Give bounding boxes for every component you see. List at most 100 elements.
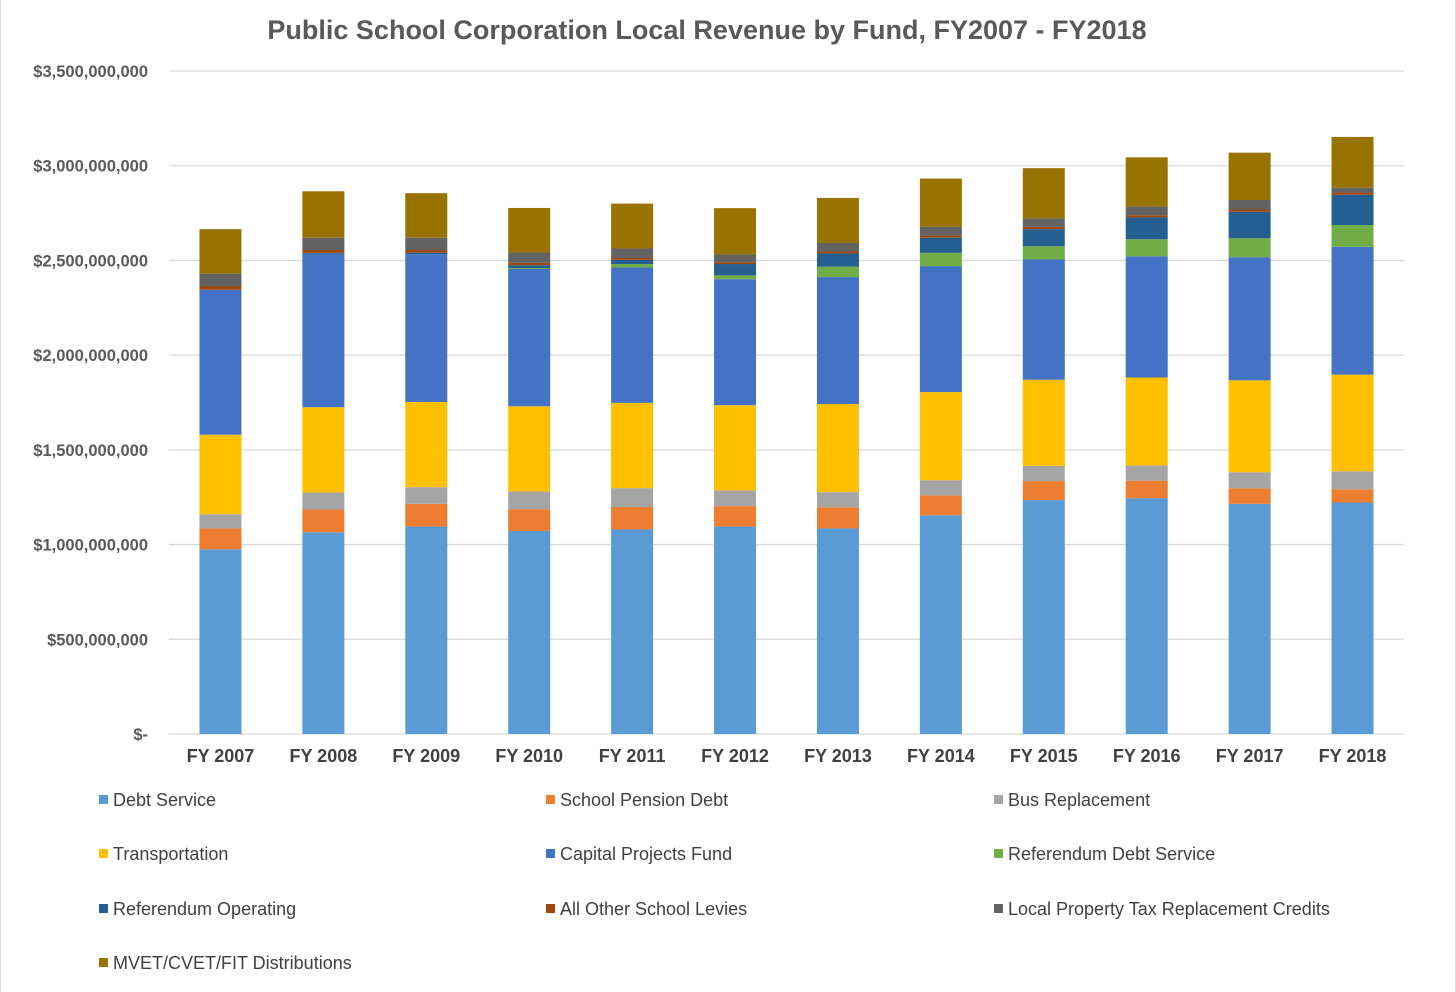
legend-label: Debt Service [113, 790, 216, 810]
bar-segment-capital-projects-fund [919, 266, 962, 393]
x-tick-label: FY 2016 [1113, 746, 1181, 766]
bar-segment-school-pension-debt [1125, 480, 1168, 499]
bar-segment-referendum-debt-service [1331, 225, 1374, 247]
legend-swatch [99, 904, 108, 913]
bar-segment-referendum-debt-service [816, 266, 859, 278]
x-tick-label: FY 2009 [392, 746, 460, 766]
legend-item-referendum-debt-service: Referendum Debt Service [994, 844, 1215, 864]
legend-swatch [546, 904, 555, 913]
legend-item-capital-projects-fund: Capital Projects Fund [546, 844, 732, 864]
bar-segment-capital-projects-fund [302, 253, 345, 408]
bar-segment-transportation [302, 407, 345, 493]
bar-segment-referendum-debt-service [508, 268, 551, 269]
bar-segment-all-other-school-levies [405, 250, 448, 253]
bar-stack-fy-2012 [714, 208, 757, 734]
bar-segment-mvet-cvet-fit-distributions [919, 178, 962, 227]
y-tick-label: $2,000,000,000 [33, 347, 148, 365]
bar-segment-transportation [714, 405, 757, 491]
y-tick-label: $3,500,000,000 [33, 63, 148, 81]
bar-segment-capital-projects-fund [1125, 256, 1168, 378]
bar-segment-transportation [405, 401, 448, 488]
bar-segment-debt-service [611, 529, 654, 734]
bar-segment-transportation [919, 392, 962, 481]
bar-stack-fy-2013 [816, 197, 859, 734]
bar-segment-transportation [1125, 377, 1168, 466]
legend-swatch [994, 849, 1003, 858]
bar-segment-debt-service [199, 549, 242, 734]
bar-segment-referendum-operating [405, 252, 448, 255]
bar-segment-mvet-cvet-fit-distributions [1331, 136, 1374, 188]
bar-segment-school-pension-debt [508, 509, 551, 531]
bar-segment-referendum-operating [611, 259, 654, 265]
legend-item-bus-replacement: Bus Replacement [994, 790, 1150, 810]
bar-segment-referendum-debt-service [714, 275, 757, 280]
bar-segment-mvet-cvet-fit-distributions [1022, 168, 1065, 219]
legend: Debt Service School Pension Debt Bus Repla… [99, 790, 1330, 973]
x-tick-label: FY 2007 [187, 746, 255, 766]
legend-label: Transportation [113, 844, 228, 864]
bar-segment-referendum-operating [508, 265, 551, 269]
bar-segment-school-pension-debt [199, 528, 242, 550]
bar-segment-bus-replacement [1331, 471, 1374, 490]
bar-segment-debt-service [1228, 503, 1271, 734]
legend-label: All Other School Levies [560, 899, 747, 919]
legend-label: Referendum Debt Service [1008, 844, 1215, 864]
bar-segment-all-other-school-levies [816, 251, 859, 254]
legend-item-local-property-tax-replacement-credits: Local Property Tax Replacement Credits [994, 899, 1330, 919]
bar-segment-all-other-school-levies [919, 235, 962, 238]
bar-stack-fy-2018 [1331, 136, 1374, 734]
bar-segment-capital-projects-fund [714, 279, 757, 406]
bar-segment-referendum-operating [1331, 194, 1374, 226]
y-tick-label: $500,000,000 [47, 631, 148, 649]
legend-label: Bus Replacement [1008, 790, 1150, 810]
legend-swatch [994, 904, 1003, 913]
x-tick-label: FY 2017 [1216, 746, 1284, 766]
bar-segment-capital-projects-fund [1022, 259, 1065, 380]
bar-segment-transportation [611, 402, 654, 489]
bar-segment-local-property-tax-replacement-credits [1022, 218, 1065, 227]
bar-segment-local-property-tax-replacement-credits [508, 252, 551, 263]
bar-segment-referendum-operating [816, 253, 859, 267]
legend-item-mvet-cvet-fit-distributions: MVET/CVET/FIT Distributions [99, 953, 352, 973]
bar-segment-debt-service [1331, 502, 1374, 734]
bar-segment-mvet-cvet-fit-distributions [1125, 157, 1168, 207]
bar-segment-bus-replacement [714, 490, 757, 507]
bar-segment-debt-service [1125, 498, 1168, 734]
bar-segment-bus-replacement [1125, 465, 1168, 481]
bar-segment-transportation [508, 406, 551, 492]
bar-segment-capital-projects-fund [611, 267, 654, 403]
y-tick-label: $2,500,000,000 [33, 252, 148, 270]
bar-segment-local-property-tax-replacement-credits [611, 248, 654, 258]
bar-segment-referendum-operating [1228, 211, 1271, 239]
bar-segment-local-property-tax-replacement-credits [199, 273, 242, 287]
legend-swatch [99, 795, 108, 804]
x-tick-label: FY 2010 [495, 746, 563, 766]
x-tick-label: FY 2014 [907, 746, 975, 766]
legend-item-referendum-operating: Referendum Operating [99, 899, 296, 919]
bar-stack-fy-2014 [919, 178, 962, 734]
bar-segment-school-pension-debt [1022, 481, 1065, 501]
bar-segment-all-other-school-levies [1022, 226, 1065, 230]
bar-segment-bus-replacement [405, 487, 448, 504]
bar-segment-all-other-school-levies [302, 250, 345, 253]
bar-segment-all-other-school-levies [714, 262, 757, 265]
legend-swatch [99, 849, 108, 858]
bar-stack-fy-2008 [302, 191, 345, 734]
bar-segment-school-pension-debt [714, 506, 757, 527]
legend-item-debt-service: Debt Service [99, 790, 216, 810]
bar-segment-mvet-cvet-fit-distributions [816, 197, 859, 244]
x-axis-tick-labels: FY 2007 FY 2008 FY 2009 FY 2010 FY 2011 FY 20… [187, 746, 1387, 766]
bar-segment-mvet-cvet-fit-distributions [199, 229, 242, 274]
bar-segment-referendum-debt-service [1125, 239, 1168, 257]
bar-segment-capital-projects-fund [199, 289, 242, 435]
bar-segment-capital-projects-fund [405, 254, 448, 402]
legend-label: Local Property Tax Replacement Credits [1008, 899, 1330, 919]
bar-segment-school-pension-debt [405, 503, 448, 527]
x-tick-label: FY 2011 [599, 746, 666, 766]
y-tick-label: $1,500,000,000 [33, 442, 148, 460]
bar-segment-all-other-school-levies [611, 257, 654, 260]
bar-segment-local-property-tax-replacement-credits [714, 254, 757, 263]
bar-segment-mvet-cvet-fit-distributions [302, 191, 345, 238]
bar-segment-bus-replacement [816, 492, 859, 508]
bar-segment-transportation [816, 404, 859, 493]
